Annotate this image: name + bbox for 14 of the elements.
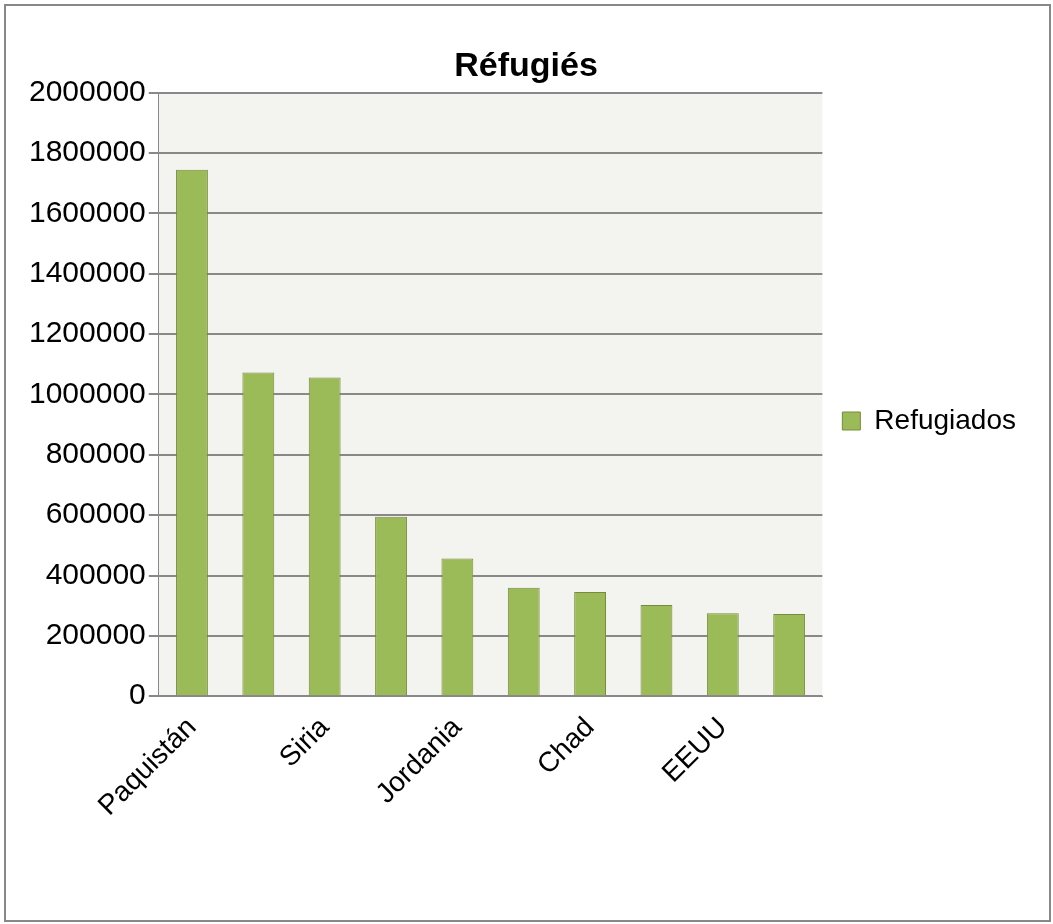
x-tick-label: Siria <box>272 710 335 773</box>
y-tick-label: 1400000 <box>29 255 146 289</box>
y-tick-label: 200000 <box>45 617 146 651</box>
y-tick-label: 0 <box>129 677 146 711</box>
y-tick-label: 1600000 <box>29 194 146 228</box>
y-tick-label: 800000 <box>45 436 146 470</box>
chart-title: Réfugiés <box>454 44 598 83</box>
y-tick-label: 2000000 <box>29 74 146 108</box>
y-tick-label: 1800000 <box>29 134 146 168</box>
y-tick-label: 1000000 <box>29 375 146 409</box>
y-tick-label: 400000 <box>45 556 146 590</box>
y-tick-label: 600000 <box>45 496 146 530</box>
legend-label: Refugiados <box>874 403 1016 435</box>
y-tick-label: 1200000 <box>29 315 146 349</box>
